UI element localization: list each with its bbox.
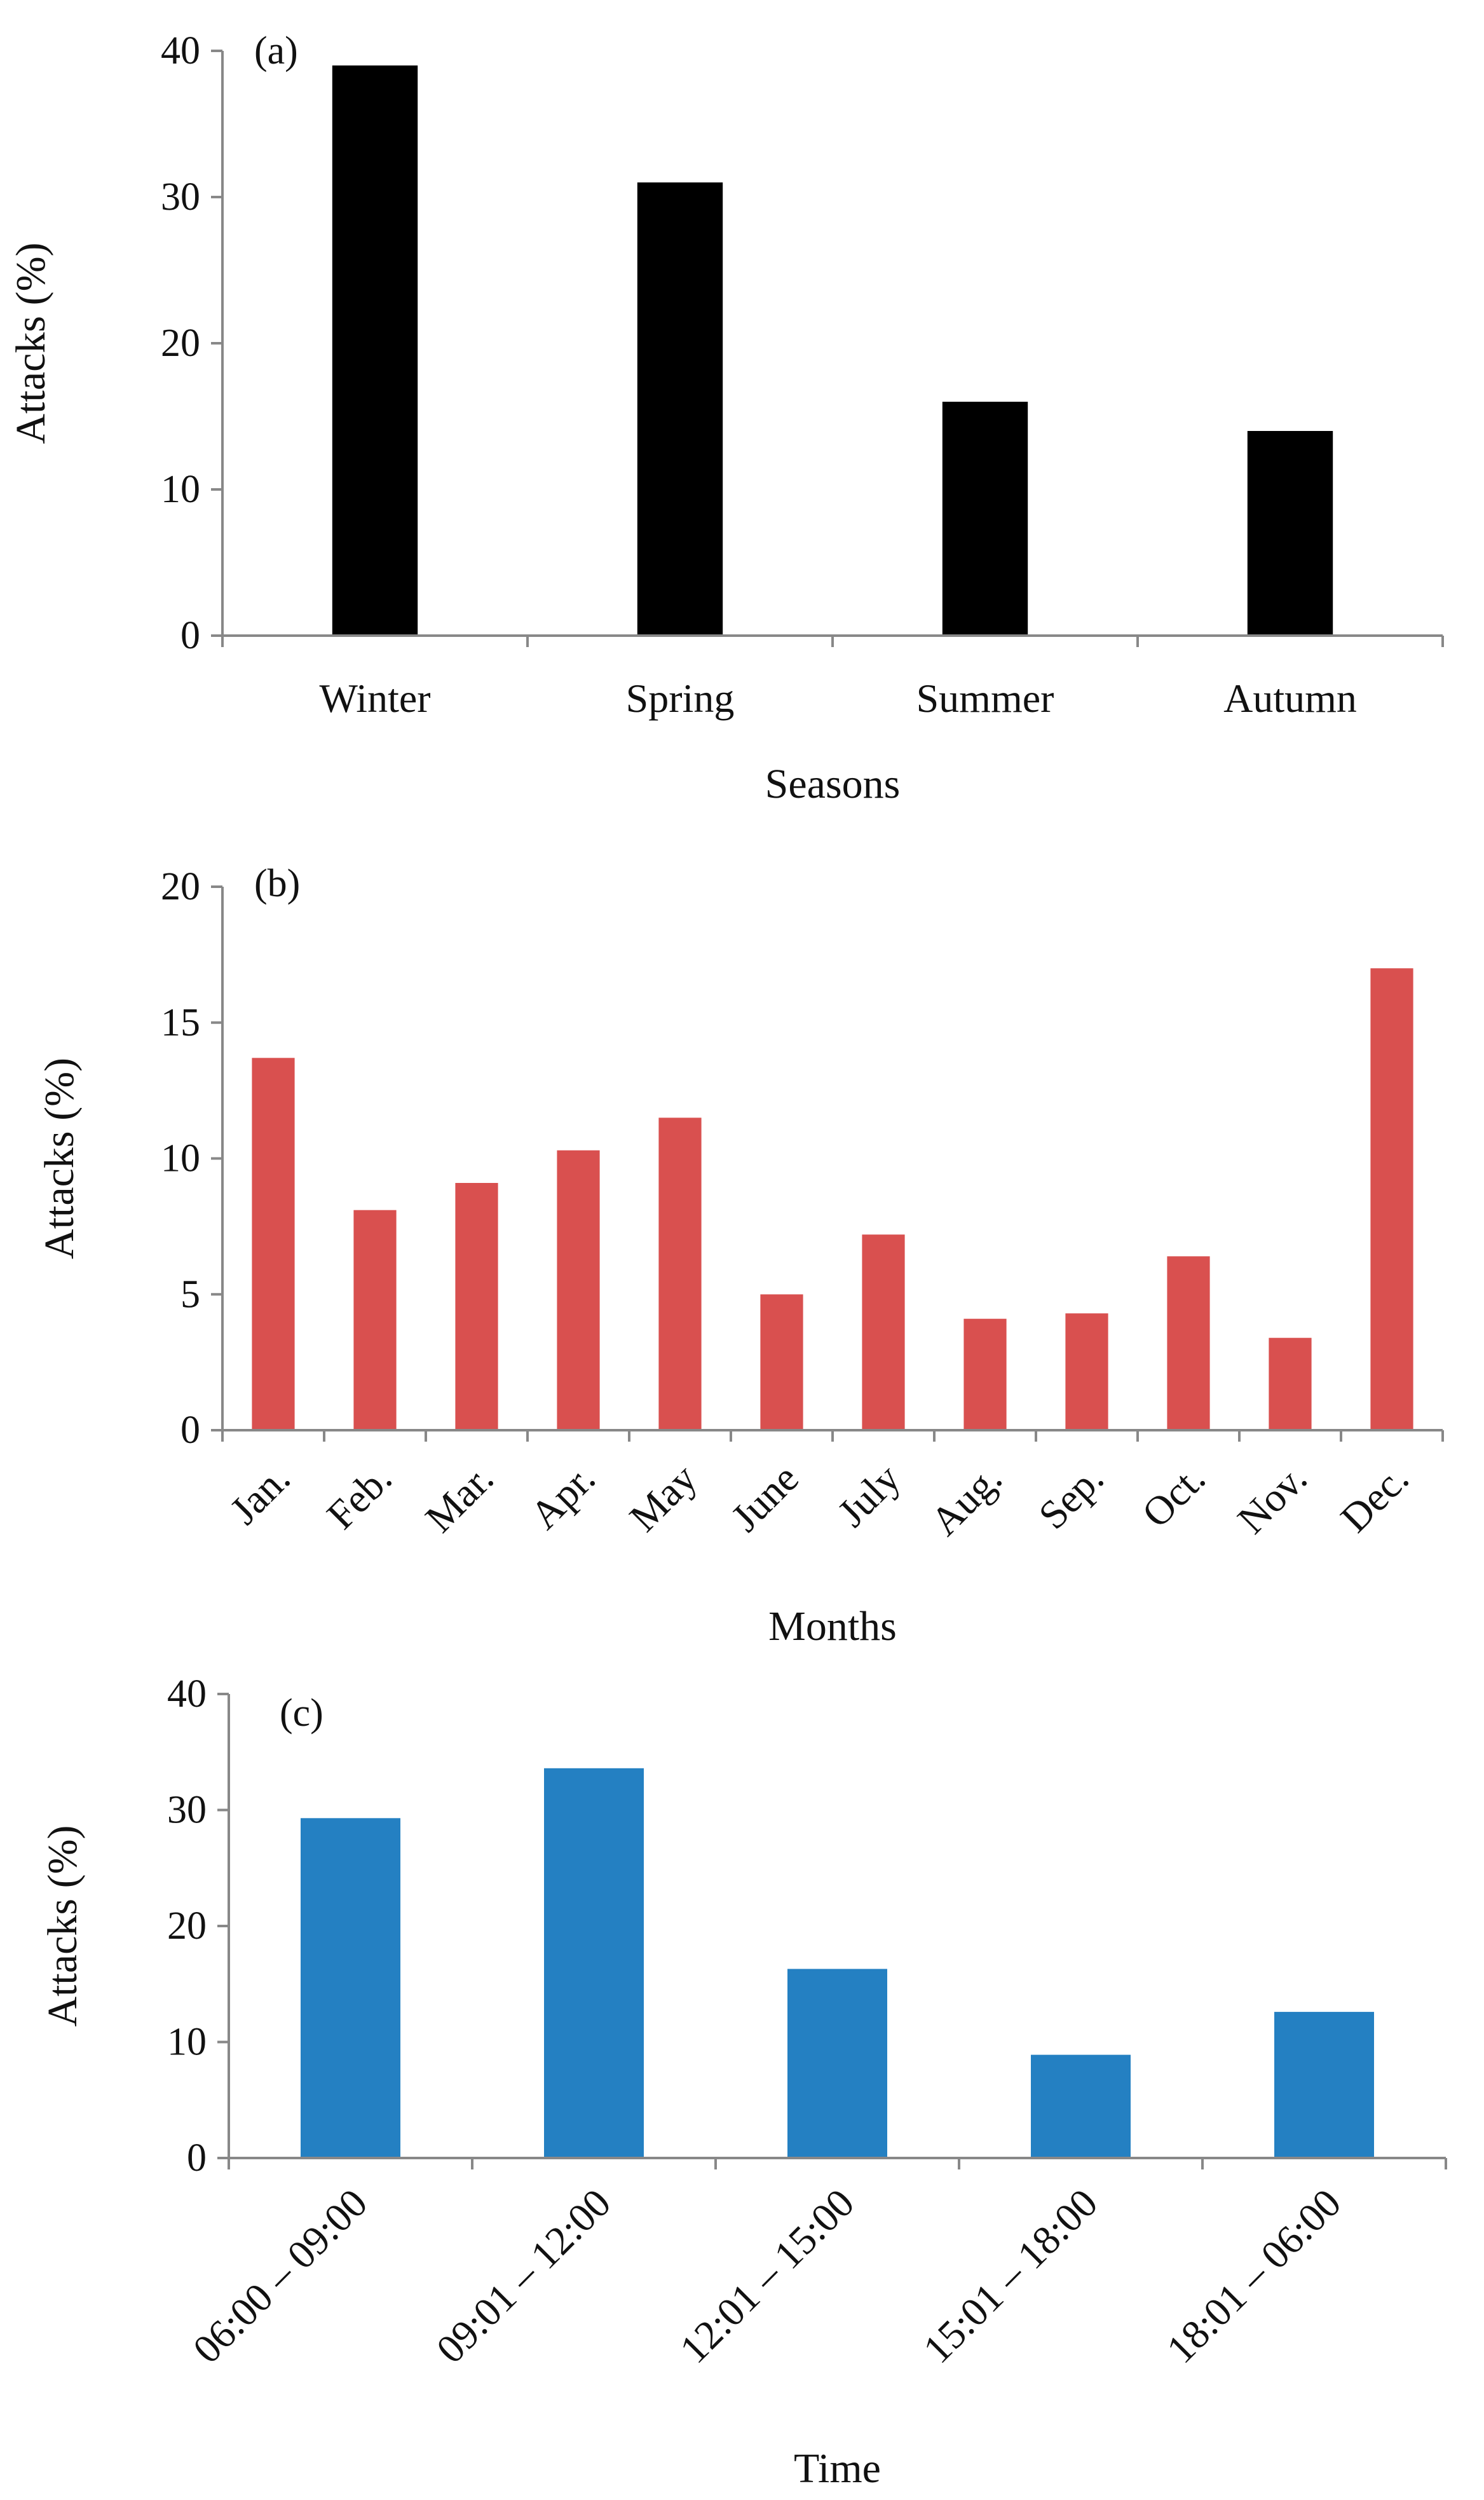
bar-12-01-15-00 — [787, 1969, 887, 2158]
x-category-label: Winter — [319, 676, 430, 721]
x-category-label: 06:00 – 09:00 — [184, 2180, 376, 2372]
bar-nov — [1269, 1337, 1312, 1430]
bar-feb — [353, 1210, 397, 1430]
y-tick-label: 10 — [161, 1137, 200, 1180]
x-category-label: Aug. — [922, 1456, 1010, 1544]
y-tick-label: 15 — [161, 1001, 200, 1044]
y-tick-label: 0 — [180, 614, 200, 657]
x-category-label: Spring — [626, 676, 735, 721]
chart-panel-b: 0 5 10 15 20 Jan. Feb. Mar. Apr. May June July Aug. S… — [36, 862, 1444, 1650]
x-category-label: July — [829, 1456, 909, 1536]
y-tick-label: 20 — [161, 322, 200, 365]
bar-06-00-09-00 — [301, 1818, 400, 2158]
x-category-label: Oct. — [1133, 1456, 1214, 1536]
x-category-label: May — [621, 1456, 705, 1540]
bar-autumn — [1247, 431, 1333, 636]
y-tick-label: 40 — [161, 29, 200, 72]
x-category-label: 12:01 – 15:00 — [671, 2180, 863, 2372]
panel-label: (a) — [254, 29, 298, 72]
bar-may — [658, 1117, 702, 1430]
y-tick-label: 0 — [180, 1409, 200, 1452]
x-category-label: Sep. — [1030, 1456, 1112, 1538]
y-tick-label: 5 — [180, 1273, 200, 1316]
chart-panel-c: 0 10 20 30 40 06:00 – 09:00 09:01 – 12:00 12:01… — [39, 1672, 1447, 2492]
y-tick-label: 10 — [167, 2021, 207, 2064]
y-tick-label: 30 — [167, 1789, 207, 1832]
x-category-label: 09:01 – 12:00 — [428, 2180, 620, 2372]
x-category-label: Apr. — [521, 1456, 603, 1538]
x-category-label: June — [723, 1456, 807, 1540]
bar-mar — [455, 1183, 498, 1430]
bar-july — [862, 1234, 905, 1430]
bar-15-01-18-00 — [1031, 2054, 1131, 2158]
y-tick-label: 0 — [187, 2136, 207, 2180]
bar-aug — [963, 1318, 1007, 1430]
panel-label: (b) — [254, 862, 300, 905]
y-tick-label: 20 — [161, 865, 200, 908]
bar-winter — [332, 65, 418, 636]
x-axis-title: Months — [768, 1603, 897, 1650]
y-tick-label: 20 — [167, 1904, 207, 1948]
bar-dec — [1370, 968, 1413, 1431]
x-category-label: 18:01 – 06:00 — [1158, 2180, 1350, 2372]
x-category-label: Summer — [916, 676, 1054, 721]
y-tick-label: 30 — [161, 175, 200, 219]
bar-sep — [1065, 1313, 1108, 1430]
bar-oct — [1167, 1256, 1210, 1430]
x-axis-title: Seasons — [765, 761, 901, 807]
y-tick-label: 10 — [161, 468, 200, 511]
bar-summer — [942, 402, 1028, 636]
y-axis-title: Attacks (%) — [8, 242, 54, 444]
y-axis-title: Attacks (%) — [39, 1825, 86, 2026]
bar-june — [760, 1294, 803, 1431]
x-category-label: Mar. — [416, 1456, 501, 1541]
x-category-label: Jan. — [221, 1456, 299, 1533]
x-category-label: Nov. — [1229, 1456, 1316, 1543]
bar-apr — [557, 1150, 600, 1430]
x-category-label: Feb. — [318, 1456, 400, 1538]
y-tick-label: 40 — [167, 1672, 207, 1716]
x-axis-title: Time — [794, 2445, 881, 2492]
bar-18-01-06-00 — [1274, 2012, 1374, 2158]
x-category-label: 15:01 – 18:00 — [915, 2180, 1106, 2372]
bar-spring — [637, 182, 723, 636]
chart-panel-a: 0 10 20 30 40 Winter Spring Summer Autumn Seasons… — [8, 29, 1444, 807]
x-category-label: Autumn — [1223, 676, 1357, 721]
bar-09-01-12-00 — [544, 1768, 644, 2158]
x-category-label: Dec. — [1332, 1456, 1417, 1541]
bar-jan — [252, 1058, 295, 1430]
panel-label: (c) — [280, 1691, 323, 1735]
y-axis-title: Attacks (%) — [36, 1058, 83, 1259]
